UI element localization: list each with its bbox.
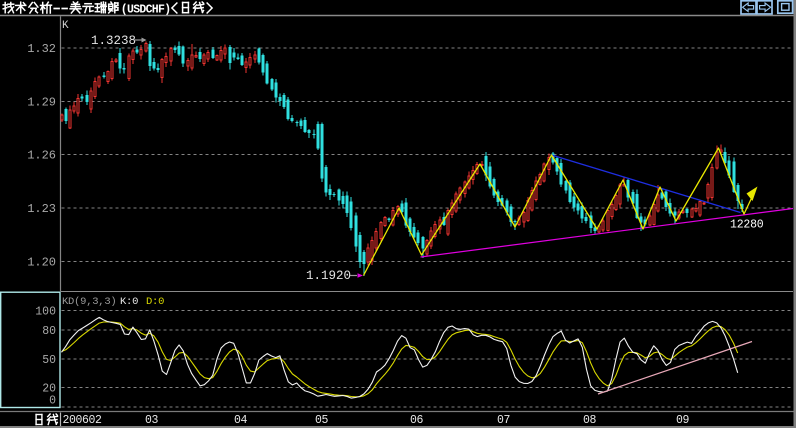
svg-text:20: 20	[42, 383, 56, 396]
svg-text:07: 07	[497, 414, 510, 427]
svg-text:50: 50	[42, 354, 56, 367]
svg-text:1.23: 1.23	[27, 202, 56, 216]
svg-text:80: 80	[42, 325, 56, 338]
svg-text:1.26: 1.26	[27, 149, 56, 163]
svg-text:1.1920: 1.1920	[306, 269, 351, 283]
svg-text:09: 09	[676, 414, 690, 427]
svg-text:12280: 12280	[730, 219, 764, 232]
svg-text:0: 0	[49, 395, 56, 408]
svg-text:05: 05	[315, 414, 329, 427]
svg-text:1.20: 1.20	[27, 255, 56, 269]
svg-text:1.3238: 1.3238	[91, 34, 136, 48]
svg-text:1.32: 1.32	[27, 42, 56, 56]
svg-text:(USDCHF): (USDCHF)	[121, 3, 171, 16]
svg-text:03: 03	[145, 414, 159, 427]
svg-text:04: 04	[234, 414, 248, 427]
svg-text:08: 08	[583, 414, 597, 427]
svg-text:K:0: K:0	[120, 296, 138, 308]
svg-text:100: 100	[35, 306, 56, 319]
svg-text:K: K	[62, 20, 69, 32]
svg-text:D:0: D:0	[146, 296, 164, 308]
svg-text:06: 06	[410, 414, 424, 427]
svg-text:1.29: 1.29	[27, 95, 56, 109]
svg-text:KD(9,3,3): KD(9,3,3)	[62, 296, 116, 308]
svg-text:200602: 200602	[63, 414, 103, 427]
